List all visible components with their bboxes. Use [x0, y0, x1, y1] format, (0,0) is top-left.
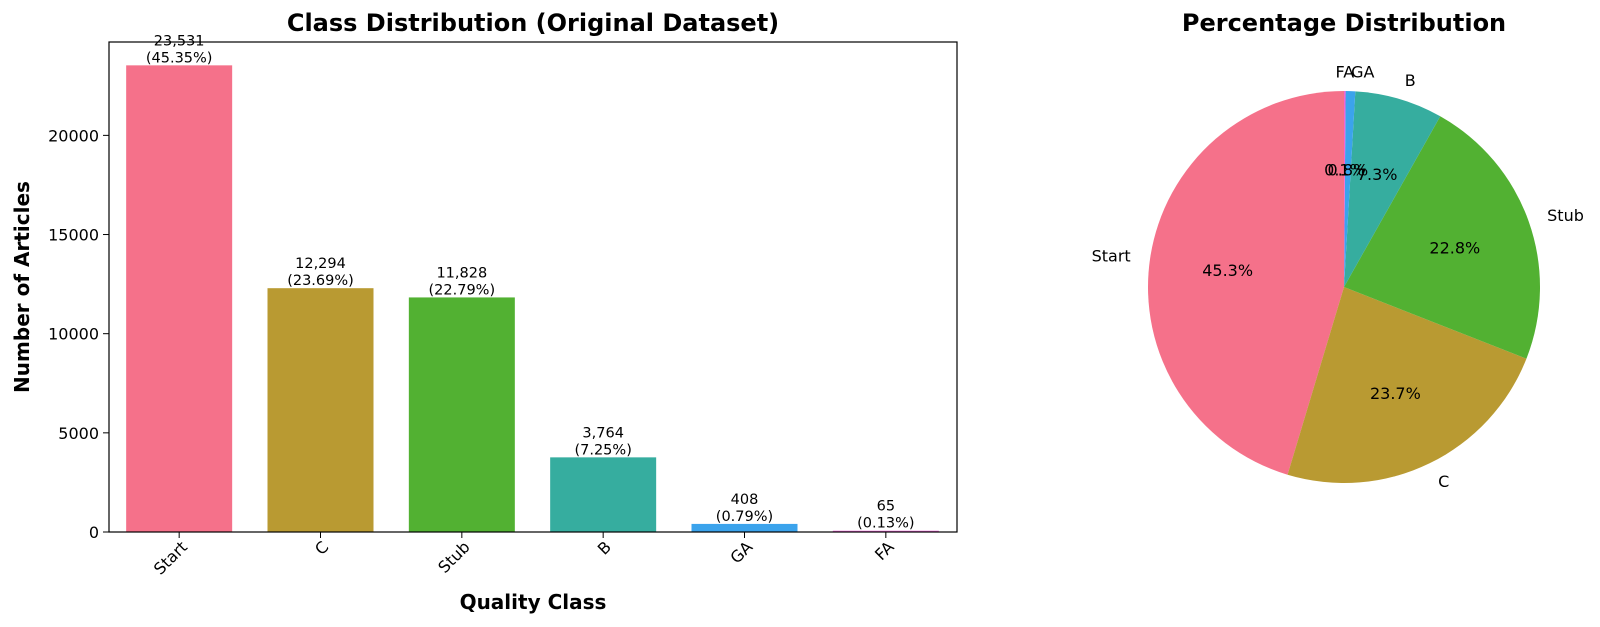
- pie-chart-title: Percentage Distribution: [1182, 9, 1506, 37]
- y-tick-label: 20000: [48, 126, 99, 145]
- pie-percent-label: 0.1%: [1324, 160, 1365, 179]
- pie-category-label: C: [1438, 472, 1449, 491]
- pie-percent-label: 0.8%: [1328, 160, 1369, 179]
- x-tick-label: GA: [726, 537, 756, 567]
- bar-value-label: 408: [731, 492, 759, 508]
- pie-category-label: GA: [1351, 63, 1374, 82]
- x-tick-label: FA: [871, 537, 898, 564]
- x-axis-title: Quality Class: [460, 590, 607, 614]
- bar-value-label: 12,294: [295, 256, 346, 272]
- pie-slice-stub: [1344, 116, 1541, 359]
- bar-ga: [691, 523, 798, 532]
- bar-percent-label: (45.35%): [146, 50, 213, 66]
- bar-percent-label: (7.25%): [574, 442, 631, 458]
- x-tick-label: B: [594, 537, 615, 558]
- pie-percent-label: 7.3%: [1357, 165, 1398, 184]
- pie-slice-fa: [1344, 91, 1346, 287]
- y-tick-label: 5000: [58, 424, 99, 443]
- bar-value-label: 23,531: [154, 33, 205, 49]
- y-tick-label: 0: [89, 523, 99, 542]
- pie-category-label: Stub: [1547, 206, 1584, 225]
- pie-percent-label: 45.3%: [1202, 261, 1253, 280]
- pie-chart: Percentage Distribution Start 45.3% C 23.7%…: [1092, 9, 1584, 491]
- pie-percent-label: 23.7%: [1370, 384, 1421, 403]
- bar-stub: [408, 297, 515, 532]
- x-tick-label: Start: [150, 537, 191, 578]
- x-tick-label: Stub: [434, 537, 473, 576]
- bar-value-label: 65: [877, 499, 895, 515]
- bar-percent-label: (23.69%): [287, 273, 354, 289]
- bar-plot-area: 23,531(45.35%) Start 12,294(23.69%) C 11,828…: [48, 33, 939, 578]
- bar-percent-label: (0.79%): [716, 509, 773, 525]
- pie-slice-start: [1147, 90, 1344, 475]
- bar-value-label: 11,828: [436, 265, 487, 281]
- pie-category-label: B: [1405, 71, 1416, 90]
- bar-b: [550, 457, 657, 532]
- bar-plot-frame: [108, 41, 958, 533]
- y-tick-label: 10000: [48, 325, 99, 344]
- pie-plot-area: Start 45.3% C 23.7% Stub 22.8% B 7.3% GA 0.8% FA 0.…: [1092, 62, 1584, 491]
- y-tick-label: 15000: [48, 226, 99, 245]
- pie-category-label: FA: [1336, 62, 1355, 81]
- pie-slice-ga: [1344, 91, 1356, 288]
- y-axis-title: Number of Articles: [10, 181, 34, 393]
- pie-category-label: Start: [1092, 247, 1131, 266]
- x-tick-label: C: [311, 537, 332, 558]
- bar-fa: [832, 530, 939, 532]
- bar-chart: Class Distribution (Original Dataset) 23…: [10, 9, 958, 614]
- pie-slice-c: [1287, 287, 1527, 484]
- bar-percent-label: (22.79%): [429, 282, 496, 298]
- bar-value-label: 3,764: [582, 425, 624, 441]
- bar-percent-label: (0.13%): [857, 516, 914, 532]
- bar-c: [267, 288, 374, 532]
- bar-chart-title: Class Distribution (Original Dataset): [287, 9, 779, 37]
- bar-start: [126, 65, 233, 533]
- pie-slice-b: [1344, 91, 1441, 288]
- pie-percent-label: 22.8%: [1429, 239, 1480, 258]
